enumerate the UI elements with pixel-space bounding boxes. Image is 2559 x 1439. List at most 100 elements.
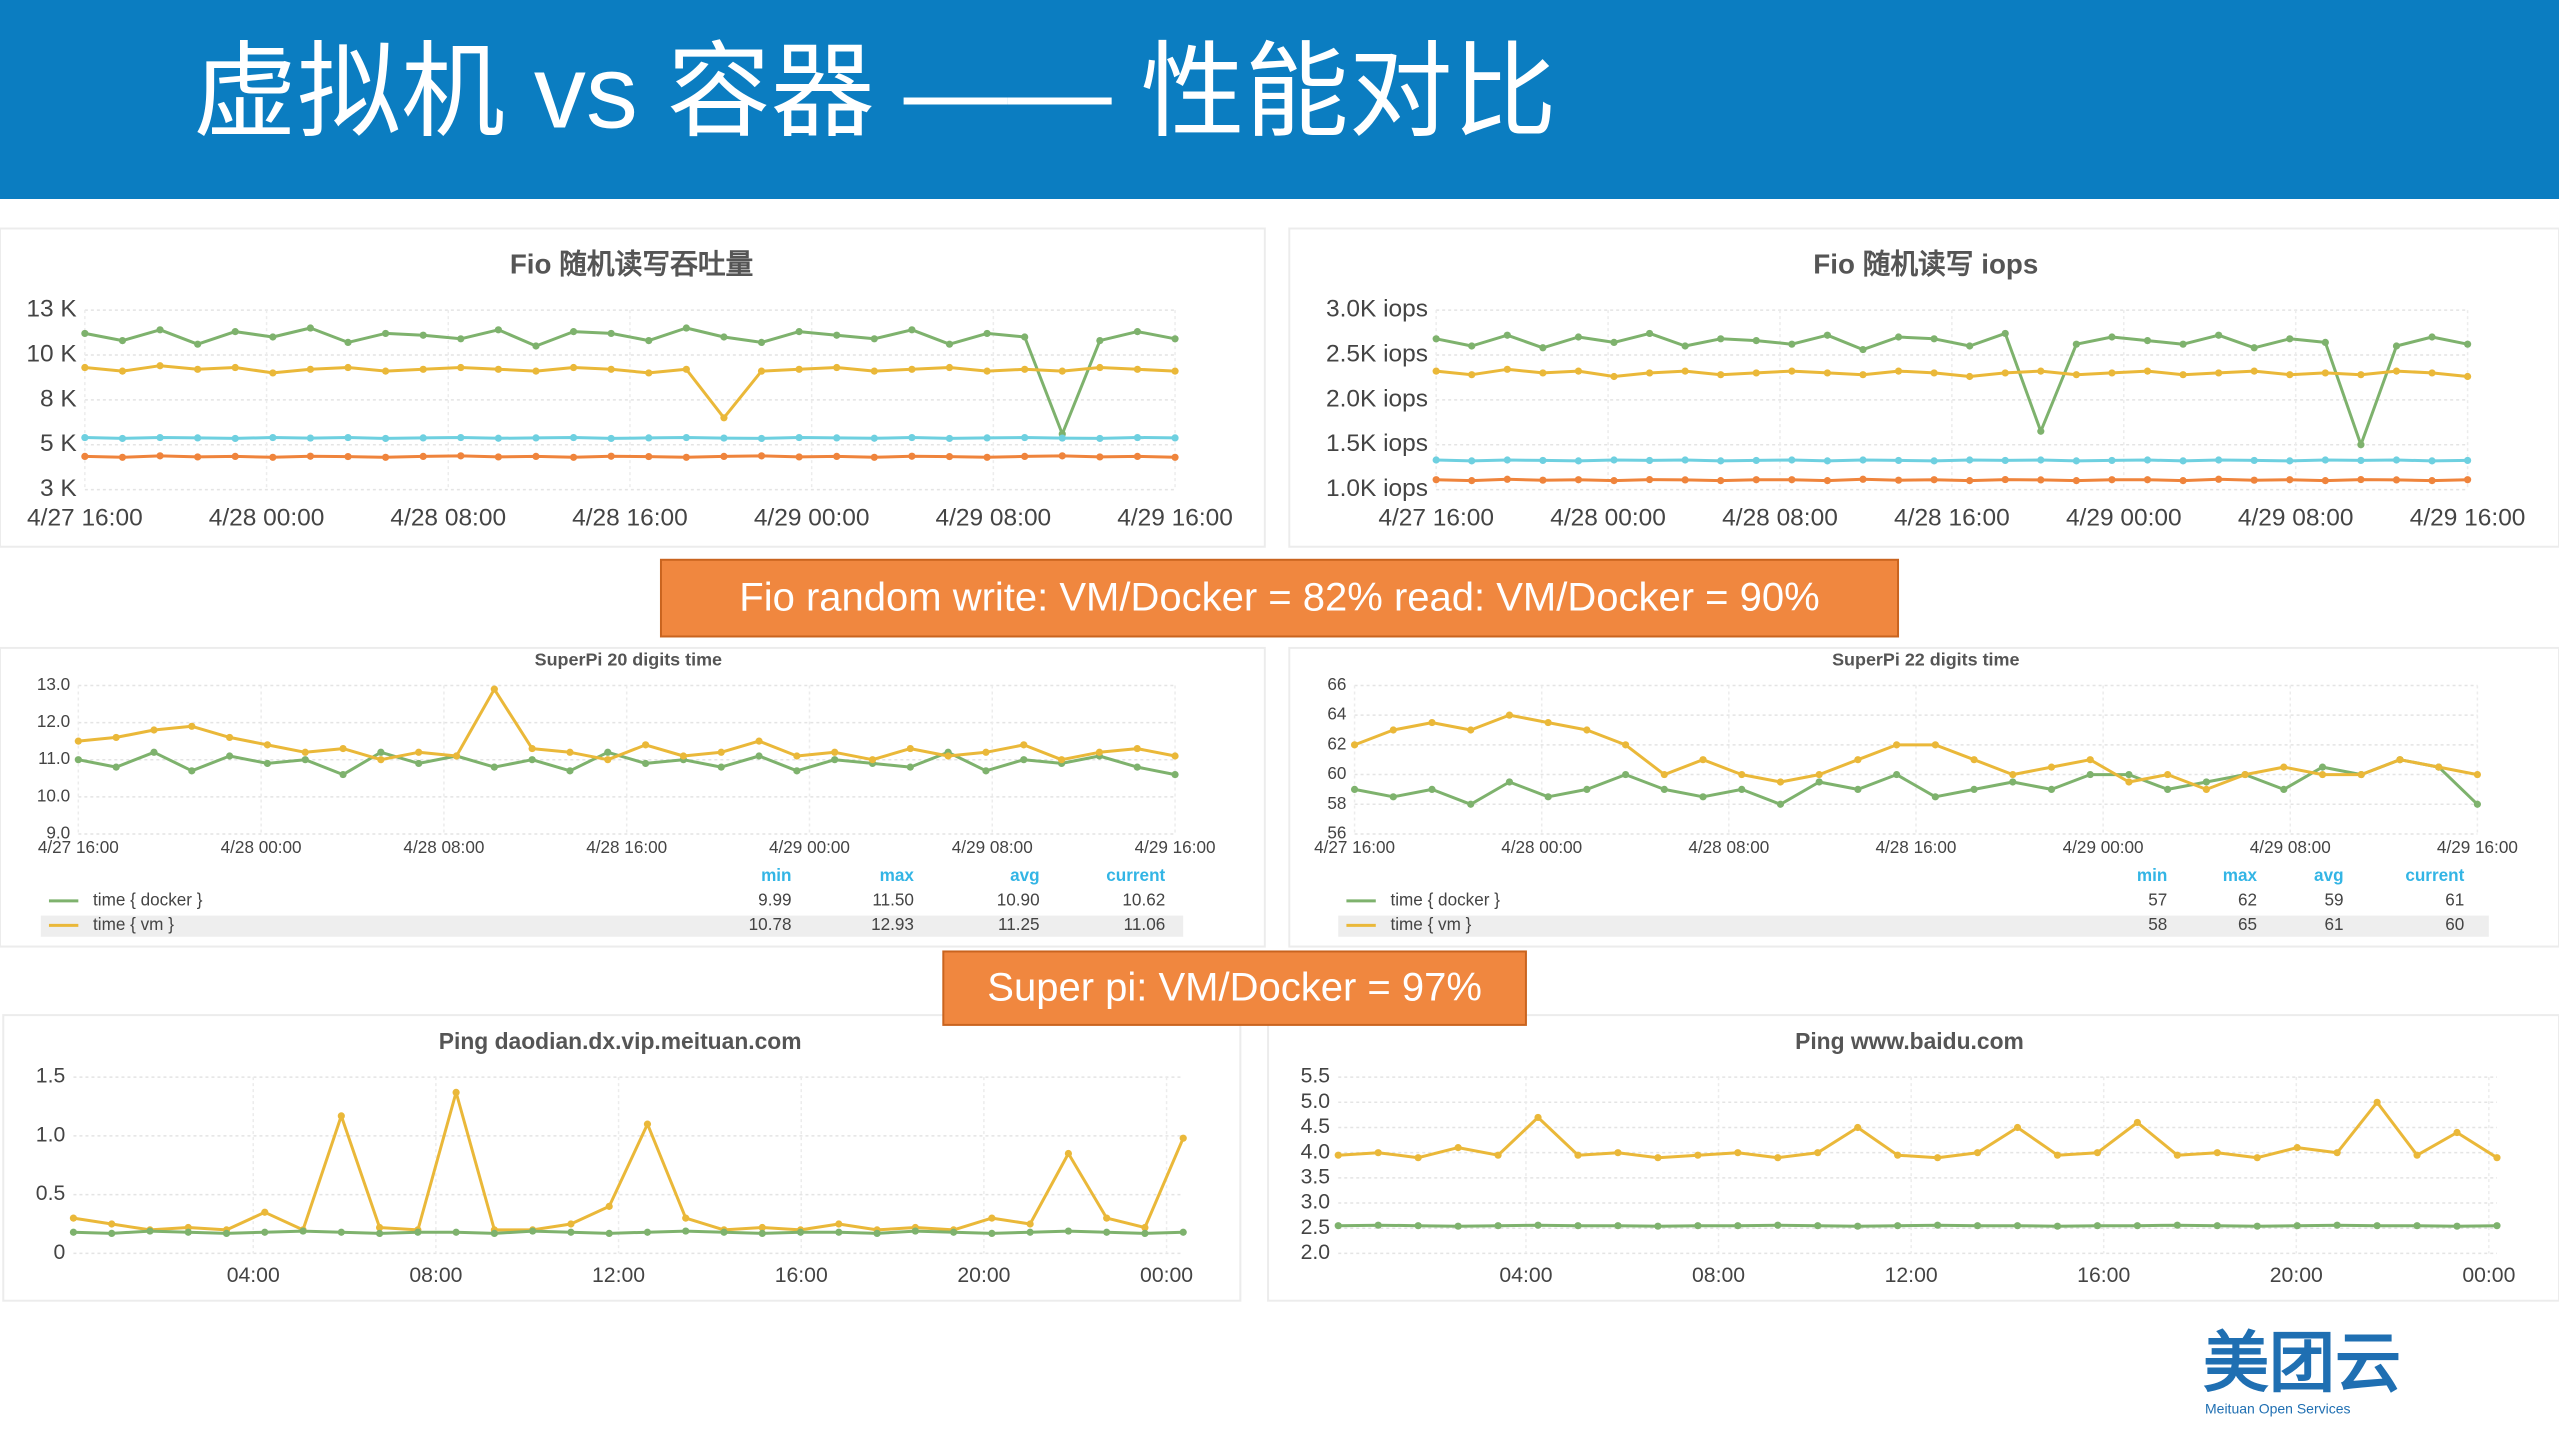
data-point — [1539, 476, 1547, 484]
data-point — [2286, 476, 2294, 484]
data-point — [870, 434, 878, 442]
data-point — [2037, 456, 2045, 464]
data-point — [1854, 785, 1862, 794]
data-point — [870, 453, 878, 461]
data-point — [1966, 456, 1974, 464]
x-tick-label: 4/28 16:00 — [1876, 837, 1957, 857]
data-point — [945, 452, 954, 461]
data-point — [1021, 333, 1029, 341]
data-point — [1534, 1113, 1542, 1122]
data-point — [1064, 1149, 1073, 1158]
data-point — [1021, 452, 1029, 460]
data-point — [494, 453, 502, 461]
data-point — [1930, 476, 1938, 484]
legend-stat: 58 — [2148, 914, 2167, 934]
data-point — [983, 329, 991, 338]
data-point — [1494, 1151, 1502, 1159]
y-tick-label: 5.5 — [1301, 1065, 1330, 1088]
x-tick-label: 4/29 00:00 — [769, 837, 850, 857]
y-tick-label: 10.0 — [37, 785, 70, 805]
data-point — [757, 338, 766, 346]
y-tick-label: 13 K — [26, 296, 77, 323]
data-point — [1503, 456, 1511, 464]
data-point — [494, 326, 502, 334]
data-point — [81, 452, 89, 460]
data-point — [1894, 1222, 1902, 1230]
y-tick-label: 10 K — [26, 340, 77, 367]
data-point — [1141, 1229, 1149, 1238]
data-point — [306, 452, 315, 460]
data-point — [2428, 369, 2436, 377]
data-point — [605, 1202, 613, 1210]
data-point — [1966, 342, 1974, 350]
data-point — [2286, 457, 2294, 465]
data-point — [569, 453, 578, 461]
data-point — [1933, 1154, 1942, 1162]
data-point — [2396, 756, 2404, 764]
data-point — [1544, 718, 1552, 727]
x-tick-label: 4/28 00:00 — [1550, 504, 1666, 531]
data-point — [2253, 1154, 2261, 1162]
data-point — [2318, 763, 2327, 771]
data-point — [2037, 367, 2045, 375]
data-point — [2293, 1222, 2301, 1230]
data-point — [532, 452, 540, 460]
data-point — [231, 434, 239, 443]
data-point — [452, 1228, 460, 1236]
legend-stat: 10.90 — [997, 889, 1040, 909]
data-point — [607, 452, 615, 460]
data-point — [906, 744, 914, 753]
data-point — [1930, 369, 1938, 377]
y-tick-label: 3.5 — [1301, 1165, 1330, 1188]
x-tick-label: 4/28 08:00 — [1722, 504, 1838, 531]
data-point — [2435, 763, 2443, 771]
data-point — [1414, 1222, 1422, 1230]
data-point — [1133, 433, 1142, 442]
panel — [1267, 1014, 2559, 1302]
data-point — [645, 452, 653, 461]
data-point — [188, 767, 196, 775]
data-point — [604, 756, 612, 764]
x-tick-label: 4/28 16:00 — [586, 837, 667, 857]
data-point — [2047, 763, 2056, 771]
data-point — [2392, 367, 2401, 375]
data-point — [2164, 785, 2172, 794]
legend-stat: 62 — [2238, 889, 2257, 909]
legend-entry: time { docker } — [1390, 889, 1500, 909]
data-point — [755, 737, 763, 745]
data-point — [1026, 1220, 1034, 1228]
data-point — [1614, 1222, 1622, 1230]
data-point — [532, 342, 540, 350]
data-point — [1859, 345, 1867, 354]
legend-stat: 57 — [2148, 889, 2167, 909]
data-point — [1141, 1223, 1149, 1232]
legend-stat: 61 — [2445, 889, 2464, 909]
x-tick-label: 12:00 — [1885, 1264, 1938, 1287]
data-point — [2373, 1098, 2381, 1106]
data-point — [1854, 756, 1862, 764]
data-point — [1717, 371, 1725, 379]
series-line — [1354, 758, 2479, 806]
y-tick-label: 4.5 — [1301, 1115, 1330, 1138]
panel — [2, 1014, 1242, 1302]
data-point — [908, 326, 916, 334]
data-point — [2143, 367, 2152, 375]
data-point — [1334, 1222, 1342, 1230]
data-point — [1970, 785, 1978, 794]
data-point — [1171, 367, 1179, 375]
data-point — [2108, 369, 2116, 377]
data-point — [757, 367, 766, 375]
data-point — [2072, 340, 2080, 348]
data-point — [833, 452, 841, 460]
note-text: Super pi: VM/Docker = 97% — [987, 966, 1482, 1010]
data-point — [1467, 726, 1475, 734]
data-point — [1681, 342, 1689, 350]
data-point — [911, 1227, 919, 1235]
y-tick-label: 1.5 — [36, 1065, 65, 1088]
data-point — [2464, 456, 2472, 465]
data-point — [1621, 741, 1630, 749]
data-point — [457, 433, 465, 442]
data-point — [1752, 476, 1760, 484]
data-point — [2473, 800, 2481, 808]
